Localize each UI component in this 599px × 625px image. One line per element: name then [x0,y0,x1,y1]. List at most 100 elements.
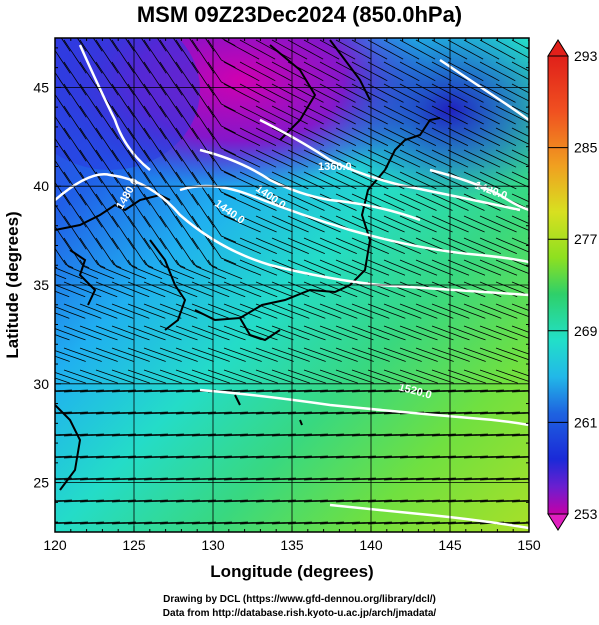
streamline [55,521,73,524]
x-tick-label: 145 [438,537,462,553]
temperature-field [0,18,531,532]
streamline [175,369,214,384]
streamline [495,237,529,253]
streamline [367,39,404,60]
streamline [175,455,217,459]
streamline [79,411,121,415]
y-tick-label: 35 [33,277,49,293]
streamline [143,215,167,250]
streamline [431,477,473,481]
streamline [191,433,233,437]
streamline [32,40,54,73]
streamline [55,93,71,118]
streamline [95,39,119,74]
streamline [32,128,54,161]
streamline [191,521,233,525]
streamline [399,61,436,82]
streamline [143,369,182,384]
streamline [431,411,473,415]
streamline [55,389,73,392]
streamline [495,477,529,481]
streamline [79,127,103,162]
streamline [463,127,501,146]
streamline [55,389,89,393]
streamline [143,281,182,298]
streamline [55,433,73,436]
streamline [175,215,199,250]
streamline [55,137,71,162]
streamline [287,325,326,341]
streamline [143,389,185,393]
streamline [159,171,183,206]
streamline [271,215,309,233]
streamline [220,38,236,47]
streamline [0,18,22,51]
colorbar-tick-label: 261 [574,414,598,430]
streamline [335,127,373,146]
streamline [79,455,121,459]
streamline [0,456,40,458]
streamline [431,499,473,503]
streamline [95,521,137,525]
streamline [159,521,201,525]
streamline [463,61,500,82]
streamline [159,149,183,184]
streamline [127,105,151,140]
colorbar-tick-label: 285 [574,140,598,156]
streamline [367,369,406,384]
streamline [63,215,87,250]
streamline [255,215,293,233]
streamline [55,49,71,74]
streamline [223,433,265,437]
streamline [432,18,467,38]
streamline [63,281,102,298]
streamline [495,39,529,59]
streamline [191,303,230,319]
streamline [239,303,278,319]
streamline [191,281,230,298]
streamline [207,433,249,437]
streamline [447,389,489,393]
streamline [303,455,345,459]
streamline [175,259,211,280]
streamline [415,325,454,341]
streamline [287,411,329,415]
streamline [511,105,529,116]
streamline [108,38,119,52]
streamline [143,303,182,319]
streamline [367,455,409,459]
streamline [55,455,57,457]
streamline [367,303,406,319]
streamline [207,455,249,459]
streamline [479,389,521,393]
streamline [480,18,515,38]
streamline [335,347,374,362]
streamline [367,193,405,211]
streamline [272,18,307,38]
streamline [79,39,103,74]
streamline [399,127,437,146]
streamline [207,303,246,319]
streamline [256,18,291,38]
streamline [431,259,470,276]
streamline [188,38,199,52]
streamline [463,303,502,319]
streamline [143,83,167,118]
streamline [287,149,325,168]
streamline [255,237,293,254]
streamline [175,433,217,437]
streamline [335,411,377,415]
streamline [207,193,237,221]
streamline [111,521,153,525]
streamline [159,389,201,393]
streamline [16,128,38,161]
streamline [431,389,473,393]
streamline [319,433,361,437]
streamline [303,281,342,298]
streamline [367,61,404,82]
streamline [271,193,309,211]
streamline [76,38,87,52]
streamline [496,18,531,38]
height-contours [55,44,529,530]
streamline [351,433,393,437]
